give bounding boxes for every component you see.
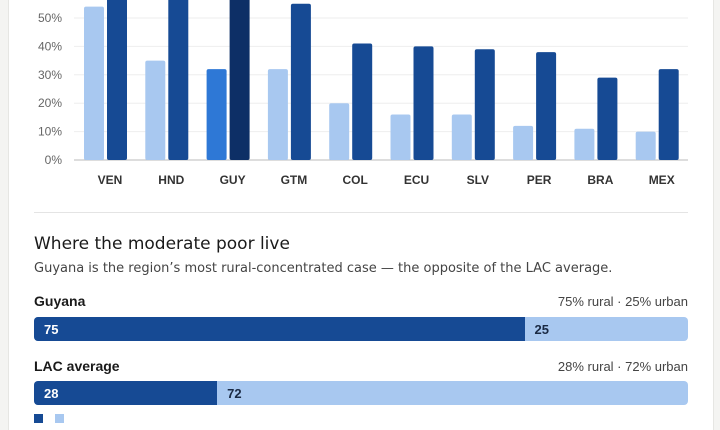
- bar-PER-s2: [536, 52, 557, 160]
- y-tick-label: 0%: [45, 153, 63, 167]
- x-tick-label: GTM: [281, 173, 308, 187]
- x-tick-label: BRA: [587, 173, 613, 187]
- y-tick-label: 10%: [38, 125, 62, 139]
- legend: [34, 414, 68, 426]
- legend-urban: [55, 414, 68, 426]
- bar-VEN-s1: [84, 6, 104, 161]
- y-tick-label: 30%: [38, 68, 62, 82]
- section-subtitle: Guyana is the region’s most rural-concen…: [34, 261, 613, 276]
- bar-chart: 0% 10% 20% 30% 40% 50% VEN HND GUY GTM COL ECU SLV PE…: [38, 0, 688, 187]
- bar-GTM-s1: [267, 69, 288, 160]
- bar-ECU-s1: [390, 114, 411, 160]
- row-note-lac: 28% rural · 72% urban: [557, 359, 688, 374]
- y-tick-label: 40%: [38, 39, 62, 53]
- divider: [34, 212, 688, 213]
- x-tick-label: COL: [343, 173, 368, 187]
- urban-segment: 25: [534, 321, 549, 337]
- bar-SLV-s1: [451, 114, 472, 160]
- x-tick-label: PER: [527, 173, 552, 187]
- bar-ECU-s2: [413, 46, 434, 160]
- bar-COL-s1: [329, 103, 350, 160]
- bar-PER-s1: [513, 125, 534, 160]
- bar-GTM-s2: [290, 3, 311, 160]
- x-tick-label: HND: [158, 173, 184, 187]
- section-title: Where the moderate poor live: [34, 234, 290, 254]
- x-tick-label: VEN: [98, 173, 123, 187]
- bar-MEX-s2: [658, 69, 679, 160]
- row-label-lac: LAC average: [34, 358, 120, 374]
- bar-COL-s2: [352, 43, 373, 161]
- x-tick-label: ECU: [404, 173, 429, 187]
- bar-GUY-s1: [206, 69, 227, 160]
- rural-segment: 75: [34, 317, 525, 341]
- stacked-bar-lac: 28 72: [34, 381, 688, 405]
- x-tick-label: MEX: [649, 173, 675, 187]
- y-tick-label: 50%: [38, 11, 62, 25]
- bar-BRA-s1: [574, 128, 595, 160]
- row-note-guyana: 75% rural · 25% urban: [557, 294, 688, 309]
- bar-MEX-s1: [635, 131, 656, 160]
- bar-SLV-s2: [474, 49, 495, 160]
- bar-BRA-s2: [597, 77, 618, 160]
- bar-HND-s1: [145, 60, 166, 160]
- x-tick-label: GUY: [220, 173, 246, 187]
- urban-segment: 72: [227, 385, 242, 401]
- stacked-bar-guyana: 75 25: [34, 317, 688, 341]
- y-tick-label: 20%: [38, 96, 62, 110]
- bar-VEN-s2: [107, 0, 127, 160]
- bar-GUY-s2: [229, 0, 250, 160]
- legend-rural: [34, 414, 47, 426]
- rural-segment: 28: [34, 381, 218, 405]
- row-label-guyana: Guyana: [34, 293, 86, 309]
- bar-HND-s2: [168, 0, 189, 160]
- x-tick-label: SLV: [467, 173, 489, 187]
